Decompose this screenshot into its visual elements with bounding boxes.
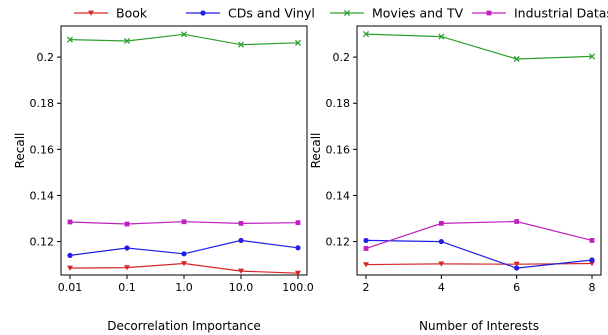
legend-marker-movies-and-tv bbox=[343, 9, 351, 17]
series-line-industrial-dataset bbox=[365, 220, 593, 250]
series-industrial-dataset bbox=[67, 219, 301, 227]
legend-marker-book bbox=[88, 10, 94, 16]
data-point-book bbox=[181, 261, 187, 267]
legend-item-book: Book bbox=[74, 6, 148, 21]
data-point-book bbox=[438, 261, 445, 267]
data-point-movies-and-tv bbox=[362, 31, 370, 38]
y-tick-label: 0.12 bbox=[30, 236, 55, 249]
data-point-movies-and-tv bbox=[237, 41, 245, 48]
y-tick-label: 0.14 bbox=[30, 189, 55, 202]
y-tick-label: 0.12 bbox=[326, 236, 351, 249]
x-axis-label: Decorrelation Importance bbox=[107, 319, 261, 333]
data-point-industrial-dataset bbox=[238, 220, 244, 226]
data-point-movies-and-tv bbox=[294, 39, 302, 46]
legend-label-cds-and-vinyl: CDs and Vinyl bbox=[228, 6, 315, 21]
data-point-industrial-dataset bbox=[124, 221, 130, 227]
y-tick-label: 0.2 bbox=[333, 51, 351, 64]
data-point-movies-and-tv bbox=[180, 31, 188, 38]
y-tick-label: 0.2 bbox=[37, 51, 55, 64]
data-point-industrial-dataset bbox=[589, 238, 595, 243]
y-tick-label: 0.18 bbox=[30, 97, 55, 110]
legend-label-book: Book bbox=[116, 6, 148, 21]
series-industrial-dataset bbox=[363, 219, 595, 251]
series-cds-and-vinyl bbox=[363, 237, 595, 271]
y-tick-label: 0.14 bbox=[326, 189, 351, 202]
right-chart-panel: 0.12 0.14 0.16 0.18 0.2 2 4 6 8 Number of Interes… bbox=[309, 25, 602, 333]
data-point-book bbox=[67, 265, 73, 271]
data-point-industrial-dataset bbox=[295, 220, 301, 226]
data-point-movies-and-tv bbox=[588, 53, 596, 60]
y-axis-label: Recall bbox=[13, 133, 27, 169]
data-point-movies-and-tv bbox=[66, 36, 74, 43]
data-point-cds-and-vinyl bbox=[295, 245, 301, 251]
legend-item-movies-and-tv: Movies and TV bbox=[330, 6, 464, 21]
data-point-cds-and-vinyl bbox=[514, 265, 520, 271]
plot-frame bbox=[356, 25, 602, 276]
y-tick-label: 0.16 bbox=[30, 143, 55, 156]
series-line-movies-and-tv bbox=[365, 33, 593, 60]
legend-marker-cds-and-vinyl bbox=[200, 10, 206, 16]
series-cds-and-vinyl bbox=[67, 237, 301, 259]
x-tick-label: 6 bbox=[513, 281, 520, 294]
data-point-book bbox=[513, 261, 520, 267]
x-axis-label: Number of Interests bbox=[419, 319, 539, 333]
data-point-book bbox=[589, 261, 595, 267]
data-point-industrial-dataset bbox=[514, 219, 520, 224]
x-tick-label: 0.1 bbox=[118, 281, 136, 294]
x-tick-label: 10.0 bbox=[229, 281, 254, 294]
x-tick-label: 0.01 bbox=[58, 281, 83, 294]
series-book bbox=[363, 261, 595, 268]
legend-item-cds-and-vinyl: CDs and Vinyl bbox=[186, 6, 315, 21]
data-point-industrial-dataset bbox=[438, 220, 444, 226]
data-point-cds-and-vinyl bbox=[438, 238, 444, 245]
data-point-book bbox=[295, 270, 301, 276]
data-point-movies-and-tv bbox=[123, 37, 131, 45]
data-point-industrial-dataset bbox=[181, 219, 187, 225]
data-point-cds-and-vinyl bbox=[67, 252, 73, 259]
legend-label-industrial-dataset: Industrial Dataset bbox=[514, 6, 608, 21]
left-chart-panel: 0.12 0.14 0.16 0.18 0.2 0.01 0.1 1.0 10.0 100.0 De… bbox=[13, 25, 314, 333]
data-point-cds-and-vinyl bbox=[181, 251, 187, 257]
x-tick-label: 2 bbox=[363, 281, 370, 294]
data-point-industrial-dataset bbox=[67, 219, 73, 225]
series-line-movies-and-tv bbox=[69, 33, 299, 46]
legend: Book CDs and Vinyl Movies and TV Industrial… bbox=[74, 6, 608, 21]
data-point-book bbox=[238, 268, 244, 274]
data-point-book bbox=[363, 262, 369, 268]
legend-label-movies-and-tv: Movies and TV bbox=[372, 6, 464, 21]
data-point-book bbox=[124, 265, 130, 271]
x-tick-label: 100.0 bbox=[282, 281, 314, 294]
x-tick-label: 4 bbox=[438, 281, 445, 294]
data-point-cds-and-vinyl bbox=[238, 237, 244, 244]
legend-marker-industrial-dataset bbox=[486, 10, 492, 16]
legend-item-industrial-dataset: Industrial Dataset bbox=[472, 6, 608, 21]
series-line-cds-and-vinyl bbox=[365, 239, 593, 269]
data-point-movies-and-tv bbox=[438, 33, 445, 40]
data-point-movies-and-tv bbox=[513, 55, 520, 63]
data-point-cds-and-vinyl bbox=[363, 237, 369, 244]
data-point-industrial-dataset bbox=[363, 246, 369, 251]
y-tick-label: 0.18 bbox=[326, 97, 351, 110]
plot-frame bbox=[60, 25, 308, 276]
series-movies-and-tv bbox=[362, 31, 596, 63]
x-tick-label: 8 bbox=[589, 281, 596, 294]
data-point-cds-and-vinyl bbox=[124, 245, 130, 251]
x-tick-label: 1.0 bbox=[175, 281, 193, 294]
y-axis-label: Recall bbox=[309, 133, 323, 169]
series-book bbox=[67, 261, 301, 276]
data-point-cds-and-vinyl bbox=[589, 257, 595, 263]
y-tick-label: 0.16 bbox=[326, 143, 351, 156]
series-movies-and-tv bbox=[66, 31, 302, 48]
